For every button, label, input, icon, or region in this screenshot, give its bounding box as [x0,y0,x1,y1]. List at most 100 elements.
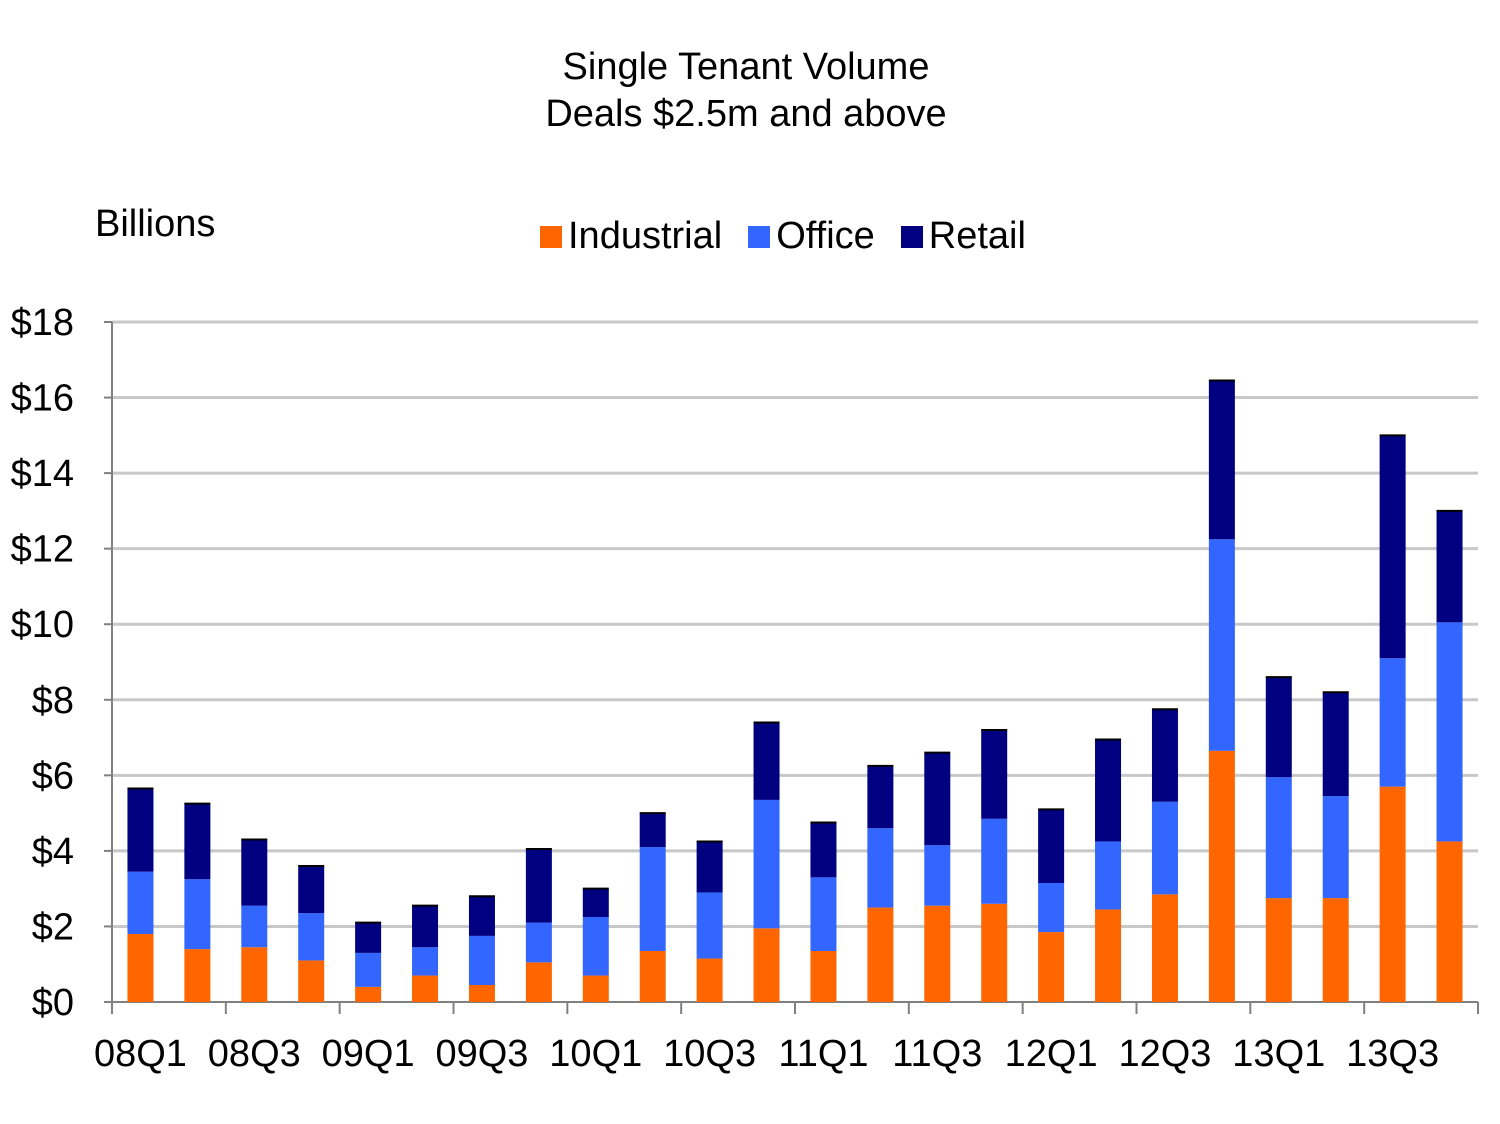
y-tick-label: $6 [32,755,74,797]
bar-segment-industrial [810,951,837,1002]
bar-segment-industrial [355,986,382,1002]
bar-segment-industrial [1038,932,1065,1002]
bar-segment-industrial [981,903,1008,1002]
x-tick-label: 09Q3 [435,1033,528,1075]
bar-segment-retail [1379,435,1406,659]
bar-segment-industrial [639,951,666,1002]
bar-segment-office [1379,658,1406,787]
bar-segment-office [981,818,1008,904]
bar-segment-industrial [1095,909,1122,1002]
x-tick-label: 08Q3 [208,1033,301,1075]
bar-segment-retail [127,788,154,872]
bar-segment-retail [1322,692,1349,797]
bar-segment-retail [1265,677,1292,778]
bar-segment-industrial [525,962,552,1002]
bar-segment-office [468,935,495,985]
bar-segment-office [1265,777,1292,899]
bar-segment-retail [1208,380,1235,540]
y-tick-label: $0 [32,982,74,1024]
bar-segment-office [696,892,723,959]
y-axis-unit-label: Billions [95,203,216,245]
x-tick-label: 08Q1 [94,1033,187,1075]
bar-segment-retail [298,866,325,914]
y-tick-label: $14 [11,453,74,495]
bar-segment-retail [1151,709,1178,802]
x-tick-label: 11Q1 [778,1033,868,1075]
bar-segment-retail [184,803,211,880]
bar-segment-industrial [241,947,268,1002]
bar-segment-industrial [582,975,609,1002]
bar-segment-industrial [696,958,723,1002]
bar-segment-office [867,828,894,908]
bar-segment-retail [1436,510,1463,623]
bar-segment-retail [525,849,552,923]
bar-segment-industrial [184,949,211,1002]
bar-segment-office [1095,841,1122,910]
bar-segment-industrial [468,985,495,1002]
legend-label-retail: Retail [928,215,1026,257]
bar-segment-office [924,845,951,906]
legend-swatch-industrial [540,225,562,248]
bar-segment-retail [582,888,609,917]
x-tick-label: 12Q3 [1118,1033,1211,1075]
bar-segment-industrial [753,928,780,1002]
x-tick-label: 13Q1 [1232,1033,1325,1075]
x-tick-label: 10Q1 [549,1033,642,1075]
bar-segment-office [184,879,211,950]
bar-segment-office [298,913,325,961]
bar-segment-retail [1095,739,1122,842]
bar-segment-retail [241,839,268,906]
legend-label-office: Office [776,215,875,257]
bar-segment-industrial [298,960,325,1002]
bar-segment-retail [468,896,495,936]
bar-segment-office [639,847,666,951]
x-tick-label: 12Q1 [1005,1033,1098,1075]
bar-segment-office [810,877,837,951]
bar-segment-retail [696,841,723,893]
bar-segment-retail [924,752,951,846]
bar-segment-office [1436,622,1463,842]
bar-segment-office [753,799,780,929]
y-tick-label: $10 [11,604,74,646]
y-tick-label: $4 [32,831,74,873]
bar-segment-office [1151,801,1178,895]
bar-segment-industrial [1436,841,1463,1002]
y-tick-label: $2 [32,906,74,948]
bar-segment-industrial [1265,898,1292,1002]
chart-title-block: Single Tenant Volume Deals $2.5m and abo… [0,44,1492,138]
bar-segment-office [525,922,552,963]
bar-segment-office [412,947,439,976]
bar-segment-office [582,917,609,976]
y-tick-label: $18 [11,302,74,344]
legend-item-retail: Retail [900,215,1026,258]
bar-segment-industrial [924,905,951,1002]
legend-item-industrial: Industrial [540,215,722,258]
bar-segment-industrial [867,907,894,1002]
bar-segment-retail [639,813,666,848]
bar-segment-industrial [127,934,154,1002]
legend-swatch-retail [900,225,923,248]
legend-item-office: Office [748,215,875,258]
bar-segment-office [1038,883,1065,933]
bar-segment-retail [867,765,894,829]
bar-segment-industrial [1151,894,1178,1002]
chart-subtitle: Deals $2.5m and above [545,93,947,135]
x-tick-label: 11Q3 [892,1033,982,1075]
bar-segment-retail [810,822,837,878]
bar-segment-retail [412,905,439,948]
bar-segment-retail [1038,809,1065,883]
legend-label-industrial: Industrial [568,215,723,257]
bar-segment-industrial [1208,750,1235,1002]
bar-segment-office [1322,796,1349,899]
bar-segment-industrial [1379,786,1406,1002]
bar-segment-retail [753,722,780,800]
bar-segment-office [241,905,268,948]
bar-segment-office [1208,539,1235,751]
x-tick-label: 09Q1 [322,1033,415,1075]
x-tick-label: 13Q3 [1346,1033,1439,1075]
bar-segment-office [127,871,154,934]
legend-swatch-office [748,225,771,248]
chart-legend: Industrial Office Retail [540,215,1052,258]
bar-segment-industrial [1322,898,1349,1002]
